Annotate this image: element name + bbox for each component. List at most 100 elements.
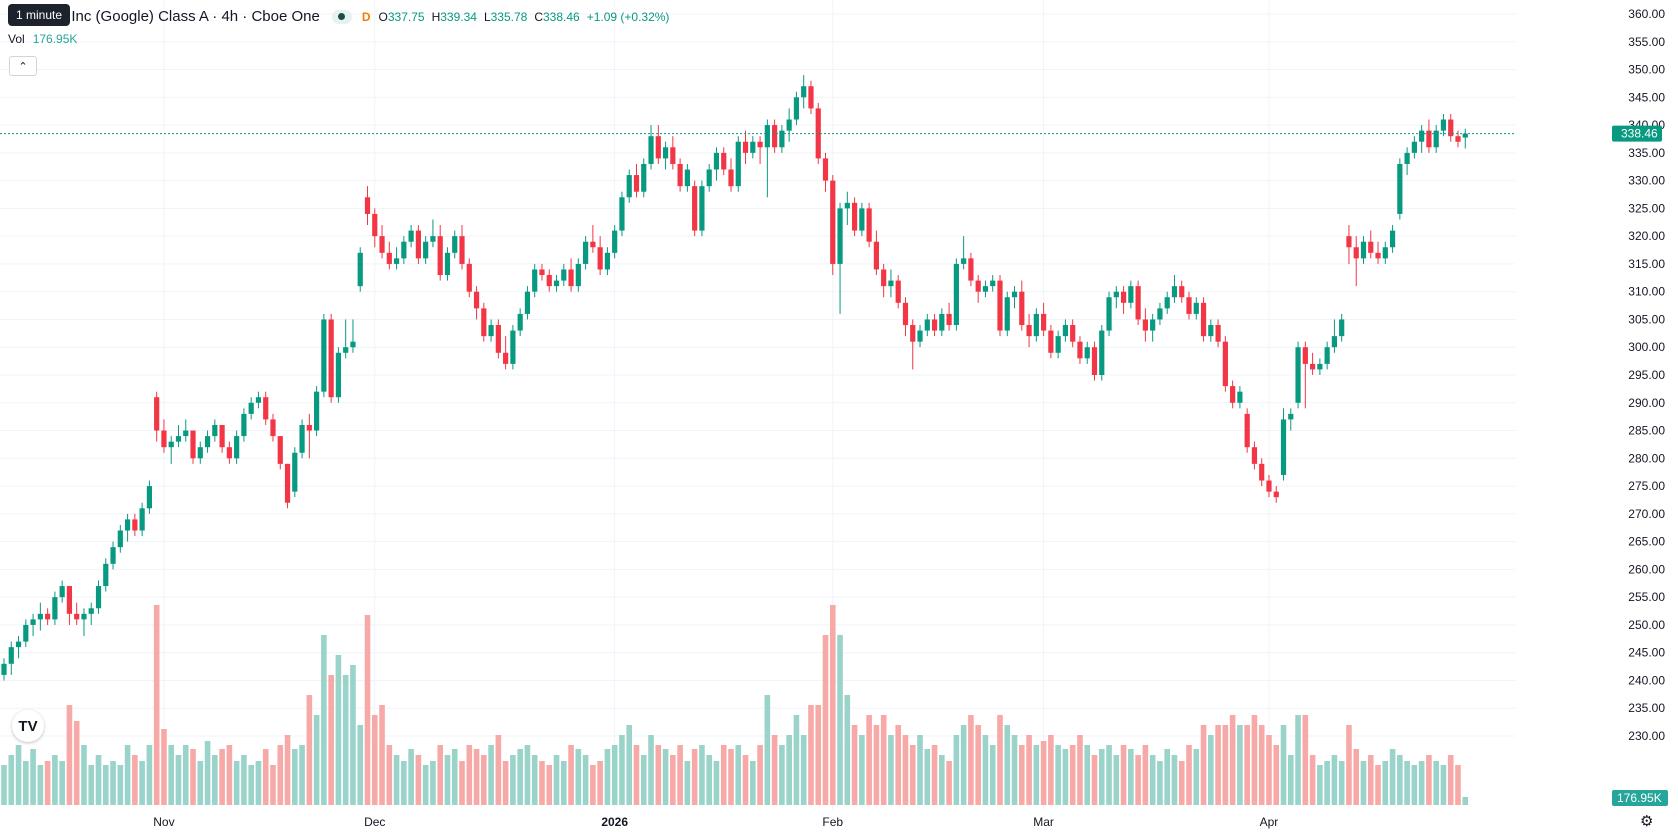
candle bbox=[1055, 330, 1061, 359]
volume-bar bbox=[1440, 765, 1447, 805]
dividend-badge[interactable]: D bbox=[361, 9, 371, 24]
volume-bar bbox=[677, 745, 683, 805]
candle bbox=[379, 225, 385, 259]
candle bbox=[1433, 125, 1439, 153]
legend-badges: D bbox=[331, 9, 371, 24]
volume-bar bbox=[357, 725, 364, 805]
candle bbox=[822, 152, 829, 192]
candle bbox=[1404, 147, 1410, 176]
candle bbox=[866, 202, 872, 248]
volume-bar bbox=[459, 761, 465, 805]
collapse-legend-button[interactable]: ⌃ bbox=[9, 56, 37, 76]
price-tick-label: 240.00 bbox=[1628, 673, 1665, 687]
volume-bar bbox=[313, 715, 320, 805]
volume-bar bbox=[415, 755, 422, 805]
candle bbox=[328, 313, 334, 403]
candle bbox=[444, 247, 451, 281]
volume-bar bbox=[1353, 749, 1360, 805]
volume-bar bbox=[95, 755, 102, 805]
candle bbox=[1419, 125, 1425, 153]
candle bbox=[386, 241, 392, 270]
candle bbox=[1091, 341, 1098, 381]
volume-bar bbox=[989, 745, 996, 805]
candle bbox=[713, 147, 720, 181]
market-status-icon[interactable] bbox=[331, 9, 352, 24]
volume-bar bbox=[757, 745, 763, 805]
volume-bar bbox=[1164, 749, 1170, 805]
candle bbox=[1397, 158, 1403, 220]
volume-bar bbox=[924, 749, 931, 805]
candle bbox=[546, 269, 552, 292]
volume-bar bbox=[829, 605, 836, 805]
volume-bar bbox=[248, 765, 254, 805]
volume-bar bbox=[800, 735, 807, 805]
volume-bar bbox=[895, 725, 902, 805]
price-tick-label: 310.00 bbox=[1628, 285, 1665, 299]
volume-bar bbox=[110, 761, 116, 805]
candle bbox=[204, 430, 211, 453]
volume-bar bbox=[742, 755, 749, 805]
candle bbox=[633, 163, 640, 198]
volume-bar bbox=[510, 755, 516, 805]
volume-bar bbox=[1433, 761, 1439, 805]
candle bbox=[1280, 408, 1287, 481]
low-label: L bbox=[483, 9, 491, 24]
price-tick-label: 275.00 bbox=[1628, 479, 1665, 493]
candle bbox=[1426, 119, 1432, 153]
candle bbox=[990, 275, 996, 292]
volume-bar bbox=[451, 749, 458, 805]
candle bbox=[255, 391, 262, 409]
candle bbox=[1215, 319, 1221, 348]
volume-bar bbox=[292, 749, 298, 805]
volume-bar bbox=[270, 765, 276, 805]
candle bbox=[37, 602, 43, 631]
price-tick-label: 265.00 bbox=[1628, 535, 1665, 549]
volume-bar bbox=[960, 725, 967, 805]
candle bbox=[1106, 291, 1112, 337]
volume-bar bbox=[1157, 761, 1163, 805]
candle bbox=[510, 325, 516, 370]
volume-bar bbox=[1251, 715, 1258, 805]
price-tick-label: 295.00 bbox=[1628, 368, 1665, 382]
candle bbox=[764, 119, 770, 198]
price-tick-label: 335.00 bbox=[1628, 146, 1665, 160]
candle bbox=[146, 480, 152, 514]
volume-bar bbox=[1149, 755, 1156, 805]
candle bbox=[197, 441, 203, 464]
volume-bar bbox=[1302, 715, 1309, 805]
volume-bar bbox=[437, 745, 443, 805]
volume-bar bbox=[1244, 725, 1250, 805]
volume-bar bbox=[975, 725, 981, 805]
candle bbox=[982, 280, 989, 298]
candle bbox=[1382, 241, 1388, 264]
volume-bar bbox=[1106, 745, 1112, 805]
candle bbox=[830, 175, 836, 276]
volume-bar bbox=[670, 755, 676, 805]
time-tick-label: Mar bbox=[1033, 815, 1054, 829]
candle bbox=[1448, 113, 1454, 142]
volume-bar bbox=[386, 745, 393, 805]
volume-bar bbox=[1222, 725, 1229, 805]
candle bbox=[815, 102, 821, 164]
volume-bar bbox=[1113, 755, 1120, 805]
price-tick-label: 230.00 bbox=[1628, 729, 1665, 743]
candle bbox=[212, 419, 218, 442]
volume-bar bbox=[1142, 745, 1149, 805]
volume-bar bbox=[728, 749, 734, 805]
candle bbox=[699, 180, 705, 237]
candle bbox=[343, 319, 349, 359]
symbol-title[interactable]: Alphabet Inc (Google) Class A · 4h · Cbo… bbox=[8, 8, 320, 25]
high-value: 339.34 bbox=[440, 9, 477, 24]
candle bbox=[793, 91, 800, 126]
volume-bar bbox=[662, 749, 669, 805]
volume-bar bbox=[350, 665, 356, 805]
candle bbox=[742, 130, 749, 164]
volume-bar bbox=[815, 705, 822, 805]
settings-gear-icon[interactable]: ⚙ bbox=[1640, 813, 1654, 830]
volume-bar bbox=[1091, 755, 1098, 805]
volume-bar bbox=[553, 755, 560, 805]
volume-bar bbox=[102, 765, 109, 805]
tradingview-logo-icon[interactable]: TV bbox=[12, 710, 44, 742]
volume-bar bbox=[1287, 755, 1294, 805]
